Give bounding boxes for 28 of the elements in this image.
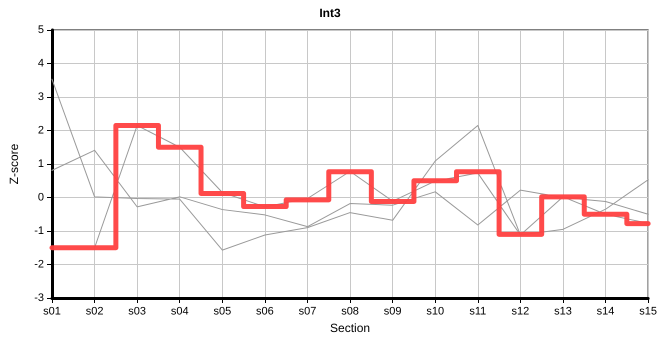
x-tick-label: s07 xyxy=(298,306,316,318)
x-tick-label: s14 xyxy=(596,306,614,318)
y-tick-label: -1 xyxy=(34,225,44,237)
x-tick-label: s08 xyxy=(341,306,359,318)
y-tick-label: 3 xyxy=(38,91,44,103)
x-axis-title: Section xyxy=(330,320,370,335)
x-tick-label: s06 xyxy=(256,306,274,318)
x-tick-label: s09 xyxy=(384,306,402,318)
y-tick-label: 2 xyxy=(38,124,44,136)
x-tick-label: s12 xyxy=(512,306,530,318)
y-tick-label: -2 xyxy=(34,258,44,270)
x-tick-label: s03 xyxy=(128,306,146,318)
y-tick-label: 0 xyxy=(38,192,44,204)
y-tick-label: 1 xyxy=(38,158,44,170)
y-tick-label: -3 xyxy=(34,292,44,304)
y-tick-label: 4 xyxy=(38,58,44,70)
x-tick-label: s11 xyxy=(469,306,486,318)
x-tick-label: s10 xyxy=(426,306,444,318)
chart-title: Int3 xyxy=(319,6,341,20)
x-tick-label: s05 xyxy=(213,306,232,318)
x-tick-label: s02 xyxy=(86,306,104,318)
x-tick-label: s15 xyxy=(639,306,658,318)
line-series xyxy=(52,78,649,251)
y-tick-label: 5 xyxy=(38,24,44,36)
x-tick-label: s01 xyxy=(43,306,61,318)
x-tick-label: s04 xyxy=(170,306,189,318)
y-axis-title: Z-score xyxy=(7,143,21,184)
x-tick-label: s13 xyxy=(554,306,572,318)
